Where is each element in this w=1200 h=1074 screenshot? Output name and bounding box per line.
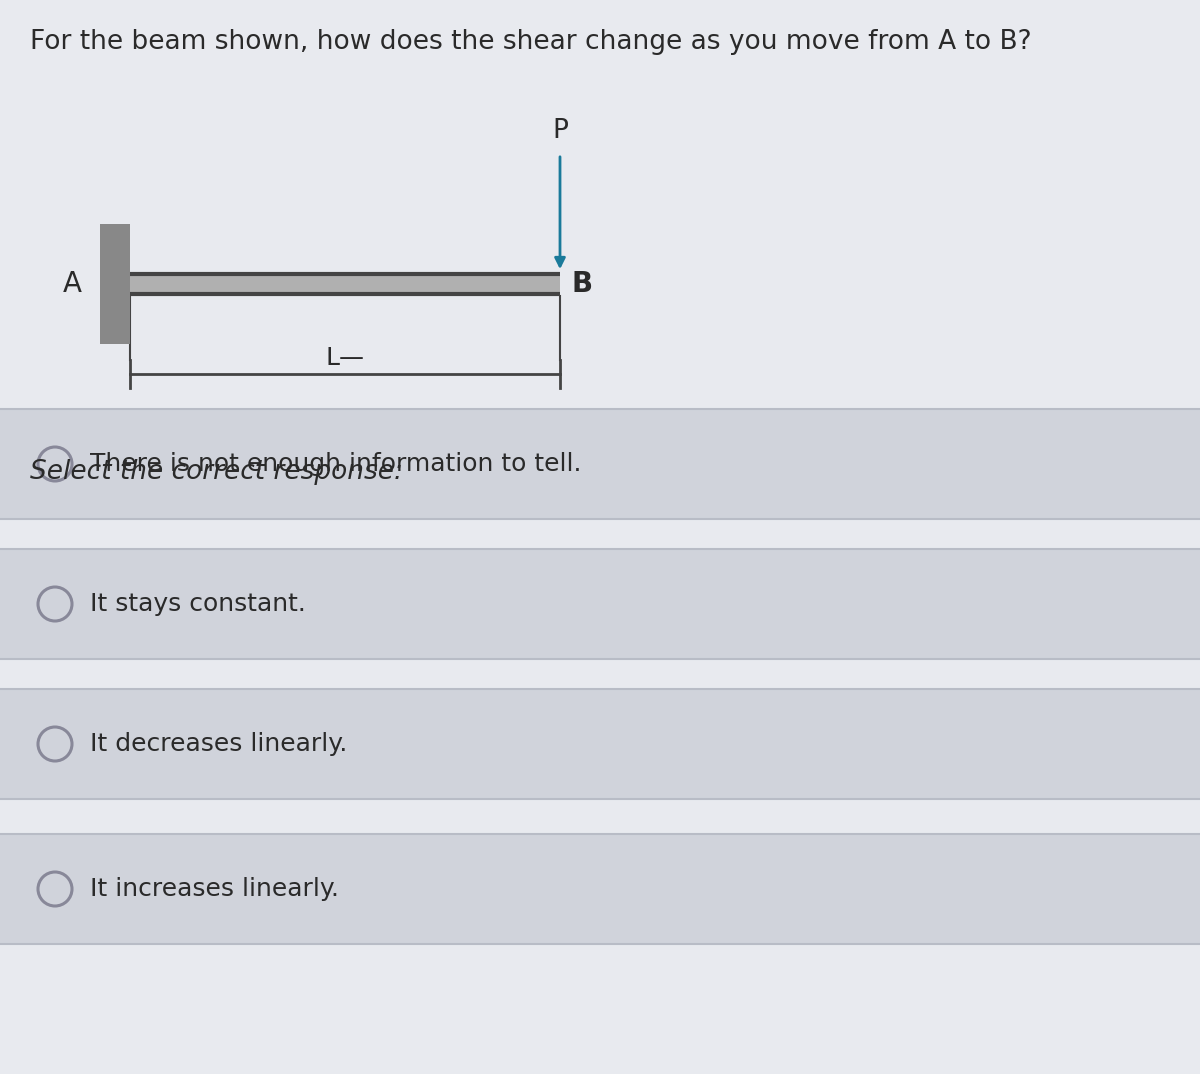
Text: It increases linearly.: It increases linearly.: [90, 877, 340, 901]
Text: For the beam shown, how does the shear change as you move from A to B?: For the beam shown, how does the shear c…: [30, 29, 1032, 55]
Bar: [100, 224, 130, 344]
Text: Select the correct response:: Select the correct response:: [30, 459, 403, 485]
Text: P: P: [552, 118, 568, 144]
Text: It decreases linearly.: It decreases linearly.: [90, 732, 347, 756]
Bar: [0, 549, 1200, 659]
Bar: [0, 690, 1200, 799]
Text: It stays constant.: It stays constant.: [90, 592, 306, 616]
Bar: [0, 834, 1200, 944]
Text: There is not enough information to tell.: There is not enough information to tell.: [90, 452, 582, 476]
Text: L—: L—: [325, 346, 365, 371]
Bar: [130, 274, 560, 294]
Bar: [0, 409, 1200, 519]
Text: A: A: [64, 270, 82, 297]
Text: B: B: [572, 270, 593, 297]
